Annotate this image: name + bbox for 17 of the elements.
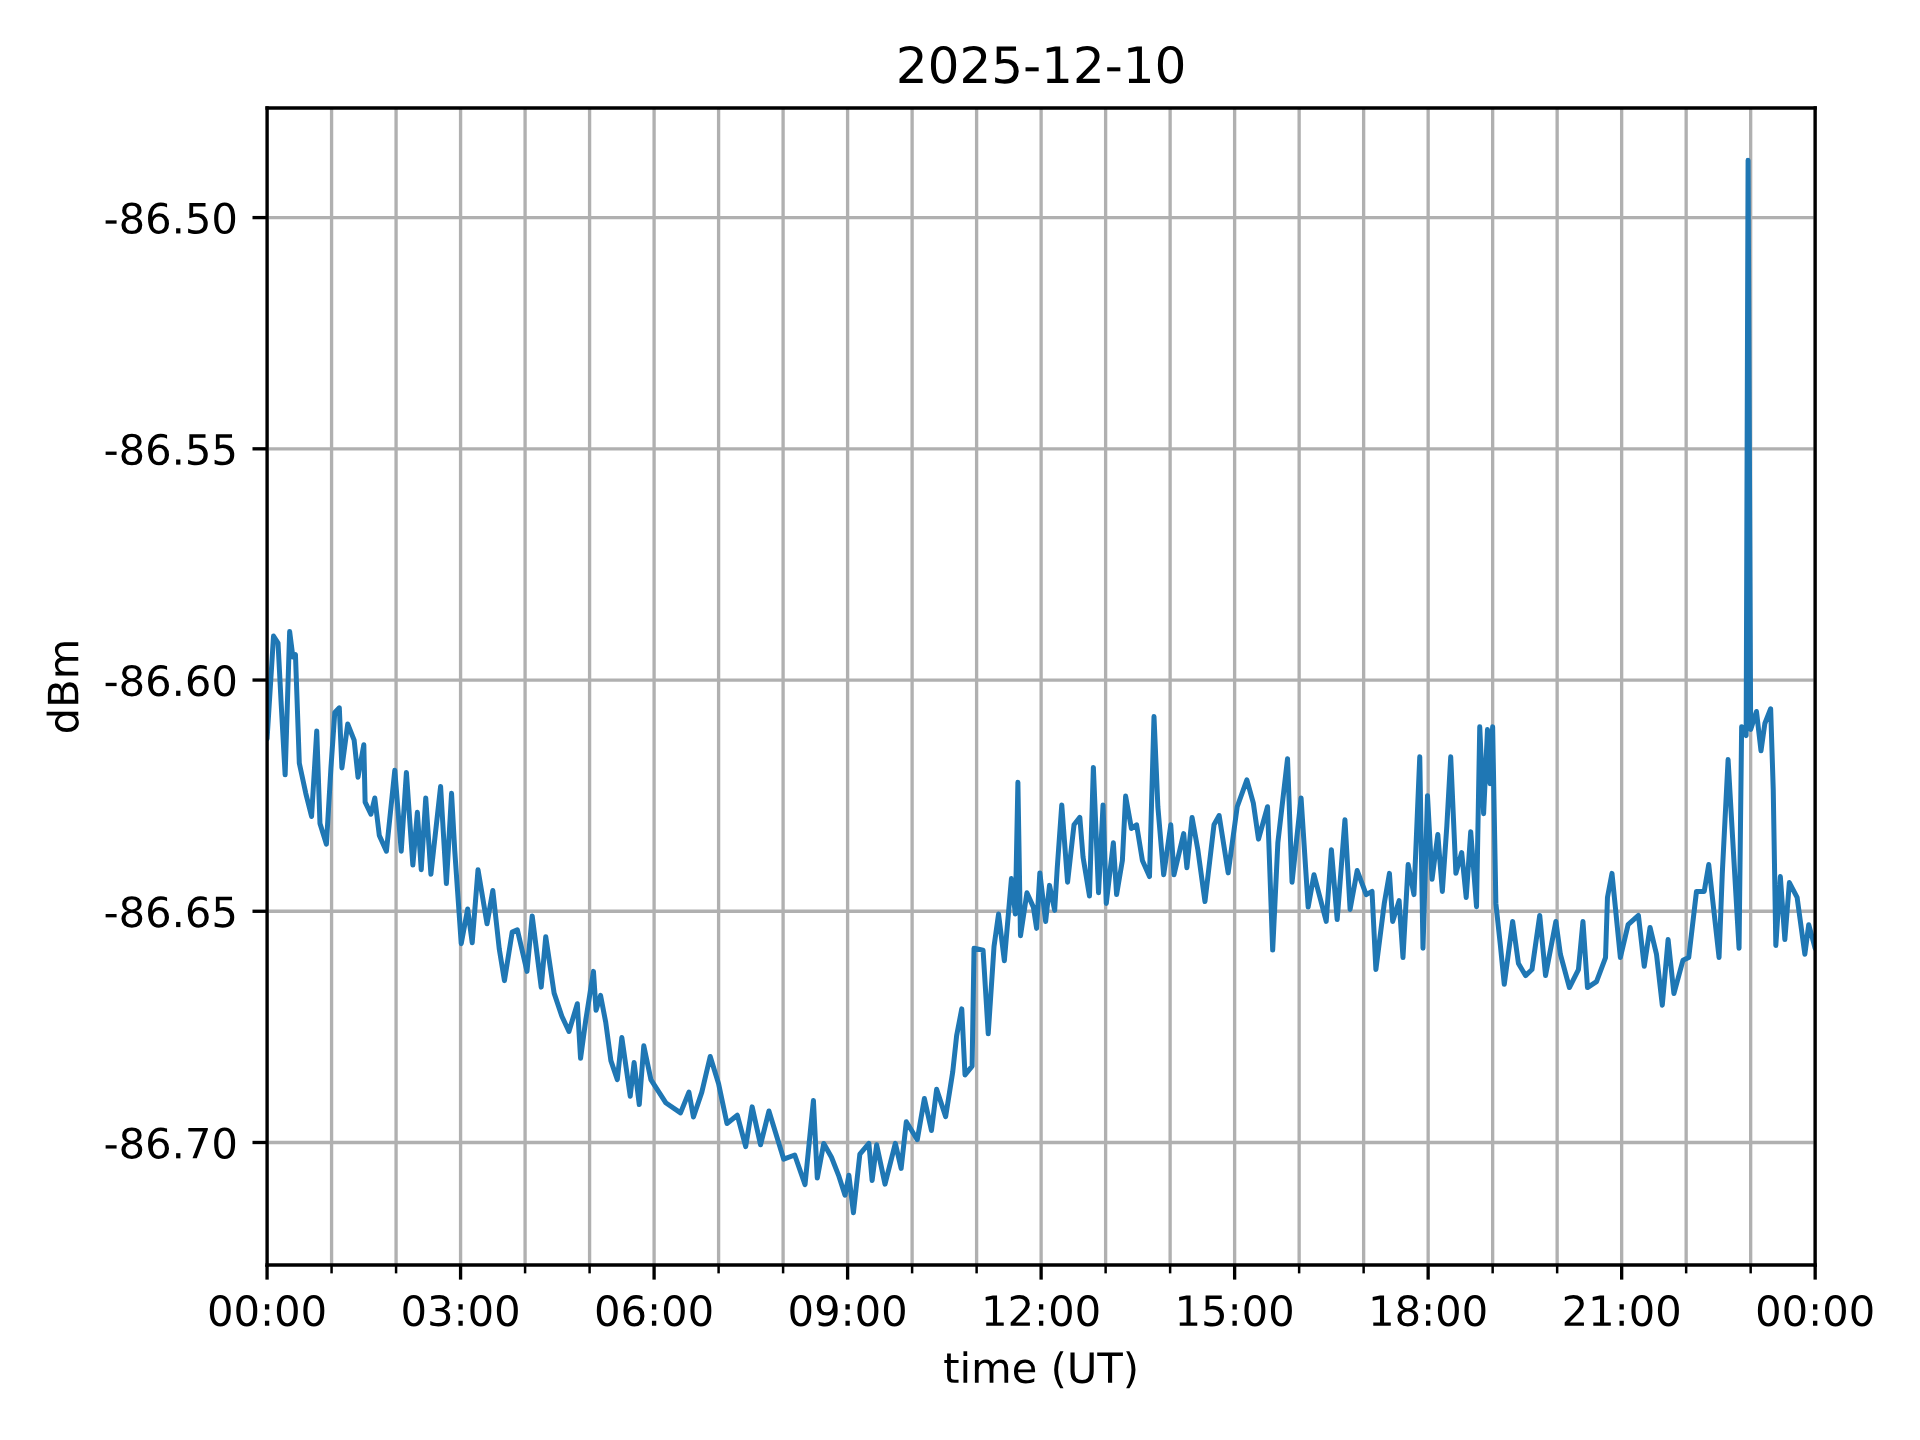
x-tick-label: 15:00 <box>1179 1294 1292 1327</box>
x-tick-label: 09:00 <box>790 1294 905 1327</box>
x-tick-label: 00:00 <box>209 1294 325 1327</box>
y-tick-label: -86.70 <box>105 1127 236 1159</box>
x-axis-title: time (UT) <box>944 1351 1136 1389</box>
y-tick-label: -86.55 <box>105 433 235 466</box>
x-tick-label: 06:00 <box>596 1294 712 1327</box>
y-axis-title: dBm <box>46 642 79 733</box>
chart-title: 2025-12-10 <box>899 45 1184 84</box>
x-tick-label: 18:00 <box>1372 1294 1486 1327</box>
x-tick-label: 12:00 <box>985 1294 1099 1327</box>
y-tick-label: -86.50 <box>105 202 236 235</box>
y-tick-label: -86.65 <box>105 896 235 928</box>
x-tick-label: 03:00 <box>403 1294 518 1327</box>
x-tick-label: 00:00 <box>1757 1294 1873 1327</box>
y-tick-label: -86.60 <box>105 664 236 697</box>
x-tick-label: 21:00 <box>1564 1294 1679 1327</box>
